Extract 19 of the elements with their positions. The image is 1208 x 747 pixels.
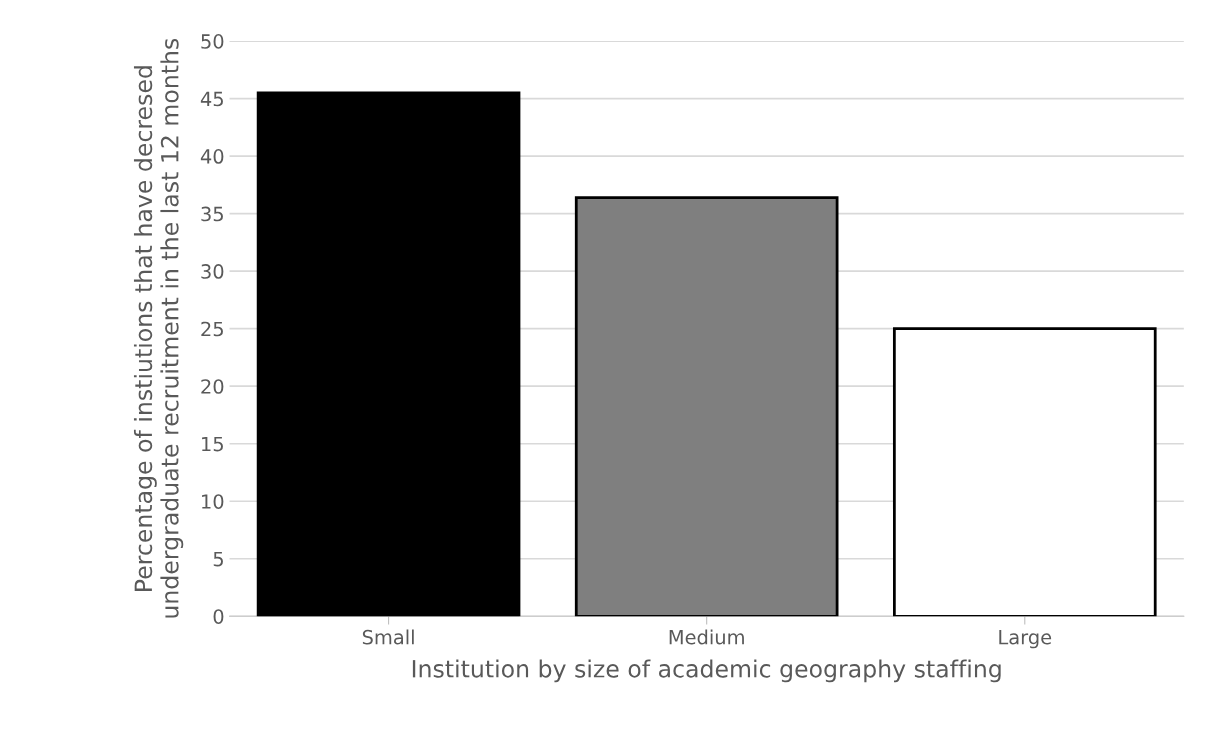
x-tick-label: Medium [669,629,744,645]
x-tick-label: Small [362,629,414,645]
y-tick-label: 0 [213,609,224,624]
y-tick-label: 25 [201,321,223,337]
bar [574,196,839,617]
y-tick-label: 30 [201,264,224,279]
y-tick-label: 35 [201,206,223,222]
y-tick-label: 10 [202,494,224,509]
bar [256,91,521,617]
y-tick-label: 5 [213,551,223,567]
bar [892,327,1157,617]
y-tick-label: 50 [201,34,224,49]
y-tick-label: 15 [202,436,223,452]
y-tick-label: 20 [201,379,224,394]
x-tick-label: Large [999,630,1052,649]
y-axis-title: Percentage of instiutions that have decresed undergraduate recruitment in the last 12 months [133,38,184,618]
y-tick-label: 45 [200,91,223,107]
y-tick-label: 40 [200,149,224,164]
x-axis-title: Institution by size of academic geography staffing [412,659,1001,683]
